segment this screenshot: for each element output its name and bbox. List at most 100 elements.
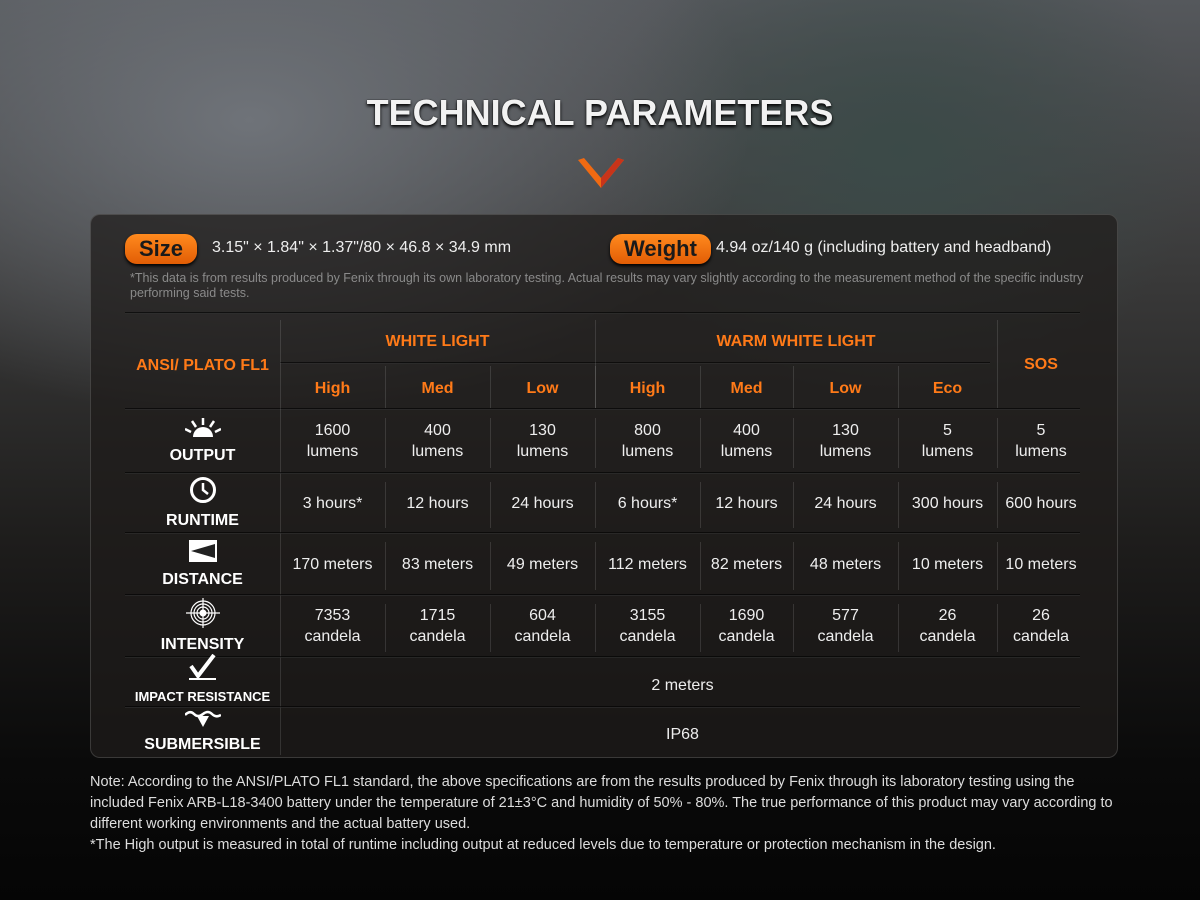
mode-header: Low	[829, 379, 862, 397]
table-cell: 604 candela	[490, 596, 595, 656]
mode-header: High	[314, 379, 351, 397]
sun-rays-icon	[183, 417, 222, 445]
cell-text: lumens	[819, 443, 872, 460]
cell-text: 1600	[314, 422, 351, 439]
divider	[280, 320, 281, 755]
divider	[997, 418, 998, 468]
size-value: 3.15" × 1.84" × 1.37"/80 × 46.8 × 34.9 m…	[212, 239, 512, 256]
cell-text: 3155	[629, 607, 666, 624]
row-label-runtime: RUNTIME	[125, 474, 280, 532]
mode-header: Med	[730, 379, 763, 397]
corner-label: ANSI/ PLATO FL1	[136, 356, 269, 374]
cell-text: 49 meters	[506, 555, 579, 573]
cell-text: candela	[304, 628, 361, 645]
table-cell: 112 meters	[595, 534, 700, 594]
divider	[595, 320, 596, 408]
cell-text: candela	[514, 628, 571, 645]
cell-text: 577	[832, 607, 859, 624]
disclaimer: *This data is from results produced by F…	[130, 271, 1084, 300]
cell-text: candela	[1012, 628, 1070, 645]
table-cell: 5 lumens	[898, 410, 997, 472]
cell-text: 24 hours	[511, 494, 574, 512]
divider	[385, 366, 386, 408]
cell-text: candela	[619, 628, 676, 645]
divider	[595, 418, 596, 468]
divider	[997, 542, 998, 590]
cell-text: 1690	[728, 607, 765, 624]
divider	[595, 482, 596, 528]
mode-header: High	[629, 379, 666, 397]
mode-header: Eco	[932, 379, 963, 397]
divider	[385, 482, 386, 528]
spec-panel	[90, 214, 1118, 758]
divider	[125, 472, 1080, 474]
table-cell: 12 hours	[385, 474, 490, 532]
table-cell: 26 candela	[898, 596, 997, 656]
cell-text: lumens	[720, 443, 773, 460]
divider	[595, 366, 596, 408]
impact-value: 2 meters	[651, 676, 714, 694]
divider	[280, 362, 990, 364]
table-cell: 12 hours	[700, 474, 793, 532]
cell-text: 83 meters	[401, 555, 474, 573]
submersible-value: IP68	[666, 725, 699, 743]
cell-text: 82 meters	[710, 555, 783, 573]
cell-text: 10 meters	[1005, 555, 1077, 573]
divider	[997, 482, 998, 528]
cell-text: 1715	[419, 607, 456, 624]
table-cell: 5 lumens	[997, 410, 1085, 472]
divider	[793, 542, 794, 590]
cell-text: 10 meters	[911, 555, 984, 573]
beam-distance-icon	[188, 539, 218, 569]
table-cell: 48 meters	[793, 534, 898, 594]
table-cell: 800 lumens	[595, 410, 700, 472]
divider	[700, 604, 701, 652]
table-cell: 300 hours	[898, 474, 997, 532]
cell-text: 130	[832, 422, 859, 439]
divider	[490, 366, 491, 408]
divider	[595, 542, 596, 590]
divider	[490, 542, 491, 590]
size-badge: Size	[125, 234, 198, 264]
cell-text: 800	[634, 422, 661, 439]
cell-text: lumens	[411, 443, 464, 460]
cell-text: 7353	[314, 607, 351, 624]
group-header: WHITE LIGHT	[385, 332, 490, 350]
table-cell: 10 meters	[898, 534, 997, 594]
divider	[125, 706, 1080, 708]
cell-text: 24 hours	[814, 494, 877, 512]
footnote: Note: According to the ANSI/PLATO FL1 st…	[90, 772, 1120, 856]
cell-text: candela	[718, 628, 775, 645]
divider	[997, 320, 998, 408]
divider	[898, 542, 899, 590]
divider	[700, 482, 701, 528]
cell-text: 604	[529, 607, 556, 624]
divider	[700, 418, 701, 468]
divider	[898, 482, 899, 528]
row-label-impact: IMPACT RESISTANCE	[120, 653, 285, 704]
divider	[793, 604, 794, 652]
group-header: SOS	[1024, 355, 1058, 373]
mode-header: Med	[421, 379, 454, 397]
cell-text: 5	[943, 422, 952, 439]
divider	[385, 418, 386, 468]
cell-text: lumens	[621, 443, 674, 460]
cell-text: lumens	[516, 443, 569, 460]
note-paragraph: *The High output is measured in total of…	[90, 837, 996, 853]
divider	[125, 656, 1080, 658]
table-cell: 3155 candela	[595, 596, 700, 656]
row-label-intensity: INTENSITY	[125, 596, 280, 656]
table-cell: 24 hours	[793, 474, 898, 532]
mode-header: Low	[526, 379, 559, 397]
table-cell: 400 lumens	[700, 410, 793, 472]
page-title: TECHNICAL PARAMETERS	[366, 92, 834, 133]
row-label-output: OUTPUT	[125, 410, 280, 472]
divider	[125, 532, 1080, 534]
cell-text: 3 hours*	[302, 494, 363, 512]
divider	[898, 604, 899, 652]
table-cell: 82 meters	[700, 534, 793, 594]
table-cell: 1715 candela	[385, 596, 490, 656]
cell-text: 170 meters	[292, 555, 373, 573]
table-cell: 26 candela	[997, 596, 1085, 656]
table-cell: 577 candela	[793, 596, 898, 656]
